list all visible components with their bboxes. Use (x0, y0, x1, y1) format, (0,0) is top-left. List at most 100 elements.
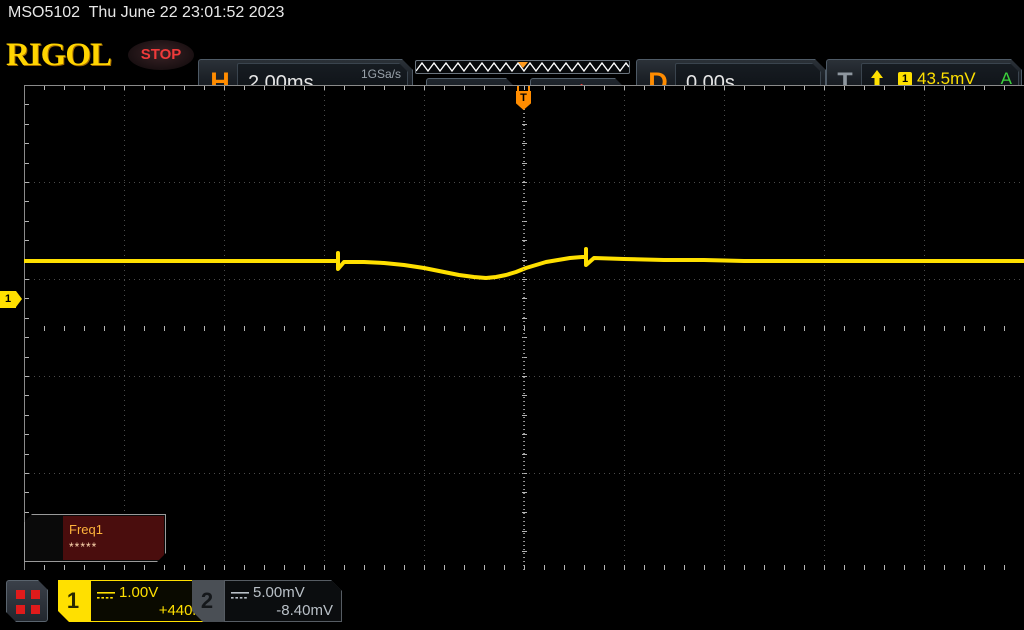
grid-tick (524, 326, 525, 331)
grid-tick (522, 512, 527, 513)
grid-tick (522, 260, 527, 261)
grid-tick (24, 298, 29, 299)
grid-tick (744, 85, 745, 90)
trigger-source-badge: 1 (898, 72, 912, 86)
grid-tick (384, 565, 385, 570)
grid-tick (464, 565, 465, 570)
grid-tick (844, 85, 845, 90)
grid-tick (304, 565, 305, 570)
waveform-graticule[interactable] (24, 85, 1024, 570)
grid-tick (284, 565, 285, 570)
grid-tick (24, 492, 29, 493)
grid-tick (664, 326, 665, 331)
grid-tick (24, 104, 29, 105)
grid-tick (964, 85, 965, 90)
grid-tick (164, 326, 165, 331)
grid-tick (424, 85, 425, 90)
grid-tick (444, 85, 445, 90)
grid-tick (424, 326, 425, 331)
grid-tick (24, 143, 29, 144)
grid-tick (522, 279, 527, 280)
memory-position-bar[interactable] (415, 60, 630, 74)
channel-2-values: 5.00mV -8.40mV (224, 580, 342, 622)
grid-tick (44, 85, 45, 90)
grid-tick (522, 337, 527, 338)
dc-coupling-icon (231, 591, 249, 600)
grid-tick (924, 85, 925, 90)
grid-tick (324, 326, 325, 331)
grid-tick (24, 512, 29, 513)
grid-tick (704, 326, 705, 331)
grid-tick (84, 565, 85, 570)
grid-tick (864, 326, 865, 331)
grid-tick (124, 85, 125, 90)
grid-tick (804, 85, 805, 90)
grid-tick (522, 240, 527, 241)
grid-tick (1004, 85, 1005, 90)
trigger-sweep-value: A (1000, 69, 1012, 88)
grid-tick (224, 326, 225, 331)
grid-tick (604, 85, 605, 90)
measurement-value: ***** (69, 540, 98, 554)
grid-tick (384, 326, 385, 331)
grid-tick (404, 326, 405, 331)
grid-tick (464, 85, 465, 90)
grid-tick (764, 85, 765, 90)
grid-tick (522, 395, 527, 396)
sample-rate-value: 1GSa/s (360, 67, 401, 81)
grid-tick (484, 565, 485, 570)
grid-tick (844, 326, 845, 331)
grid-tick (284, 326, 285, 331)
grid-tick (84, 85, 85, 90)
zigzag-icon (416, 61, 629, 73)
grid-tick (1004, 326, 1005, 331)
grid-tick (624, 326, 625, 331)
grid-tick (984, 565, 985, 570)
grid-tick (584, 85, 585, 90)
channel1-ground-marker[interactable]: 1 (0, 291, 22, 308)
grid-tick (522, 357, 527, 358)
grid-tick (24, 163, 29, 164)
grid-tick (544, 326, 545, 331)
grid-tick (522, 298, 527, 299)
channel-2-status[interactable]: 2 5.00mV -8.40mV (192, 580, 342, 622)
grid-tick (864, 565, 865, 570)
grid-tick (24, 124, 29, 125)
grid-tick (384, 85, 385, 90)
grid-tick (164, 565, 165, 570)
grid-tick (24, 240, 29, 241)
grid-tick (522, 434, 527, 435)
grid-tick (522, 221, 527, 222)
grid-tick (522, 318, 527, 319)
function-menu-button[interactable] (6, 580, 48, 622)
grid-tick (984, 85, 985, 90)
grid-tick (344, 326, 345, 331)
grid-tick (964, 565, 965, 570)
measurement-freq1-box[interactable]: Freq1 ***** (24, 514, 166, 562)
dc-coupling-icon (97, 591, 115, 600)
grid-tick (764, 326, 765, 331)
grid-tick (204, 326, 205, 331)
grid-tick (804, 565, 805, 570)
grid-tick (364, 85, 365, 90)
grid-tick (744, 326, 745, 331)
grid-tick (184, 85, 185, 90)
grid-tick (964, 326, 965, 331)
channel-2-number: 2 (200, 588, 214, 613)
trigger-position-marker[interactable]: T (514, 86, 533, 112)
grid-tick (844, 565, 845, 570)
memory-position-marker-icon (517, 62, 528, 68)
grid-tick (944, 326, 945, 331)
grid-tick (524, 565, 525, 570)
rigol-logo: RIGOL (6, 37, 112, 73)
top-toolbar: RIGOL STOP H 2.00ms 1GSa/s 20Mpts Measur… (0, 26, 1024, 84)
grid-tick (522, 492, 527, 493)
grid-tick (824, 85, 825, 90)
grid-tick (24, 434, 29, 435)
grid-tick (64, 85, 65, 90)
grid-tick (24, 279, 29, 280)
grid-tick (24, 473, 29, 474)
channel1-ground-arrow-icon (16, 291, 22, 307)
grid-tick (924, 565, 925, 570)
grid-tick (464, 326, 465, 331)
